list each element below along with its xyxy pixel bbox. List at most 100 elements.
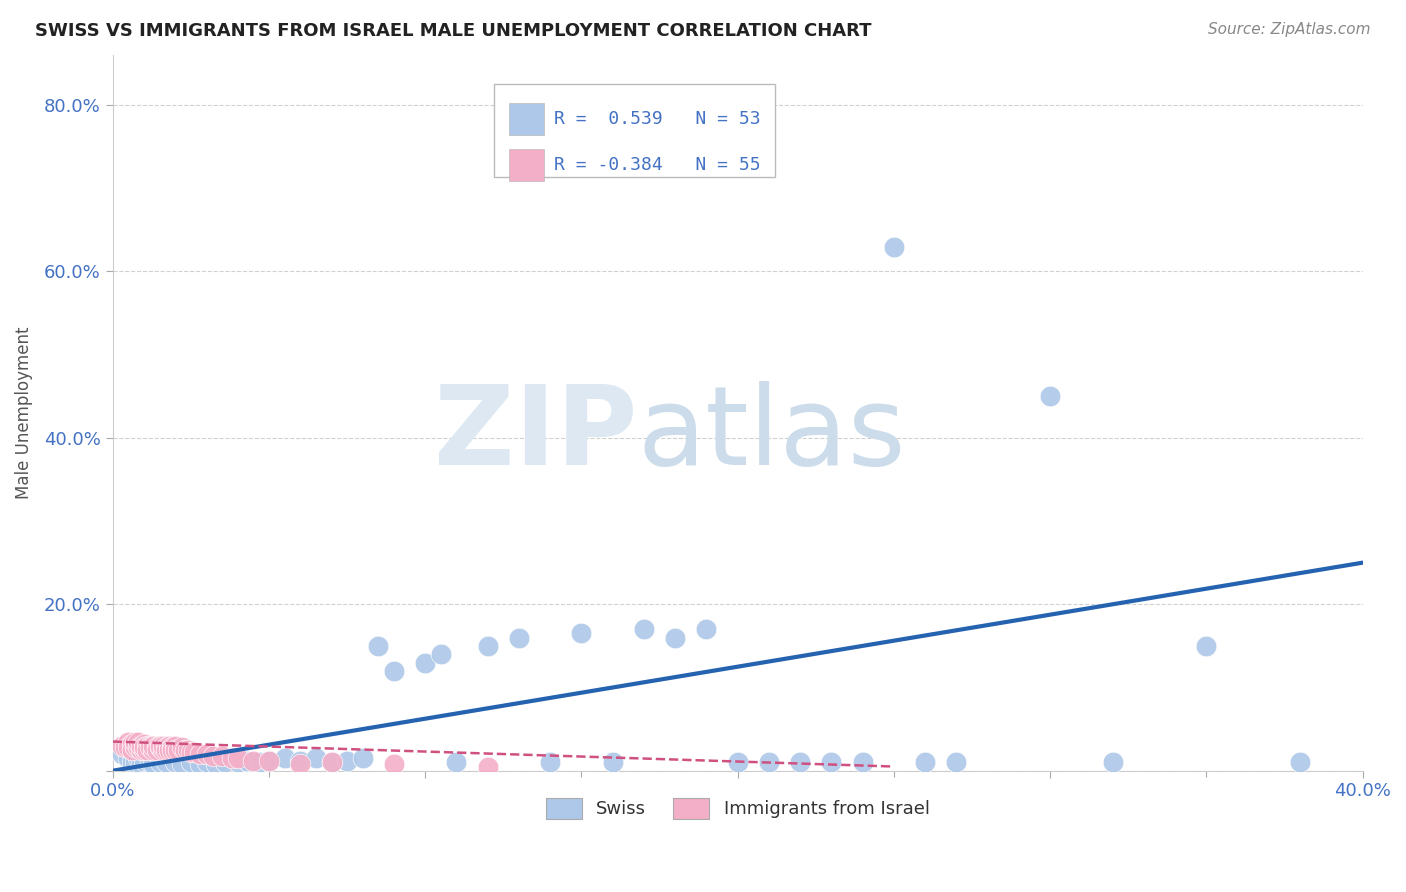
- Bar: [509, 149, 544, 181]
- Text: SWISS VS IMMIGRANTS FROM ISRAEL MALE UNEMPLOYMENT CORRELATION CHART: SWISS VS IMMIGRANTS FROM ISRAEL MALE UNE…: [35, 22, 872, 40]
- Point: [321, 756, 343, 770]
- Point: [132, 754, 155, 768]
- Point: [139, 740, 162, 755]
- Point: [633, 622, 655, 636]
- Point: [188, 757, 211, 772]
- Point: [139, 756, 162, 770]
- Point: [236, 754, 259, 768]
- Point: [121, 737, 143, 751]
- Y-axis label: Male Unemployment: Male Unemployment: [15, 326, 32, 500]
- Point: [114, 740, 136, 755]
- Point: [188, 747, 211, 761]
- Point: [226, 756, 249, 770]
- Point: [173, 743, 195, 757]
- Point: [571, 626, 593, 640]
- Point: [290, 754, 312, 768]
- Point: [1289, 756, 1312, 770]
- Point: [273, 751, 295, 765]
- Point: [165, 743, 187, 757]
- Point: [155, 743, 177, 757]
- Point: [789, 756, 811, 770]
- Text: Source: ZipAtlas.com: Source: ZipAtlas.com: [1208, 22, 1371, 37]
- Point: [446, 756, 468, 770]
- Point: [152, 743, 174, 757]
- Point: [226, 751, 249, 765]
- Point: [695, 622, 717, 636]
- Point: [914, 756, 936, 770]
- Point: [127, 751, 149, 765]
- Point: [242, 754, 264, 768]
- Point: [820, 756, 842, 770]
- Point: [117, 751, 139, 765]
- Point: [124, 734, 146, 748]
- Point: [336, 754, 359, 768]
- Text: atlas: atlas: [638, 381, 907, 488]
- Point: [195, 756, 218, 770]
- Point: [165, 756, 187, 770]
- Point: [111, 747, 134, 761]
- Point: [221, 751, 243, 765]
- Point: [180, 756, 202, 770]
- Point: [157, 739, 180, 753]
- Point: [538, 756, 561, 770]
- Point: [149, 739, 172, 753]
- Point: [117, 740, 139, 755]
- Text: R = -0.384   N = 55: R = -0.384 N = 55: [554, 156, 761, 174]
- Point: [170, 757, 193, 772]
- Point: [170, 740, 193, 755]
- Point: [1101, 756, 1123, 770]
- Point: [477, 759, 499, 773]
- Point: [121, 756, 143, 770]
- Point: [157, 743, 180, 757]
- Point: [111, 739, 134, 753]
- Point: [160, 740, 183, 755]
- Point: [142, 743, 165, 757]
- Point: [413, 656, 436, 670]
- Point: [305, 751, 328, 765]
- Point: [127, 739, 149, 753]
- Point: [290, 757, 312, 772]
- Point: [127, 734, 149, 748]
- Point: [136, 739, 159, 753]
- Point: [145, 740, 167, 755]
- Point: [155, 756, 177, 770]
- Point: [165, 739, 187, 753]
- Point: [167, 743, 190, 757]
- Point: [382, 757, 405, 772]
- Point: [852, 756, 875, 770]
- Point: [367, 639, 389, 653]
- Point: [129, 739, 152, 753]
- Point: [214, 756, 236, 770]
- Bar: [509, 103, 544, 135]
- Text: ZIP: ZIP: [434, 381, 638, 488]
- Point: [477, 639, 499, 653]
- Point: [124, 740, 146, 755]
- Point: [382, 664, 405, 678]
- Point: [129, 757, 152, 772]
- Point: [132, 737, 155, 751]
- Point: [132, 743, 155, 757]
- Point: [142, 739, 165, 753]
- Point: [508, 631, 530, 645]
- Point: [257, 754, 280, 768]
- Point: [727, 756, 749, 770]
- Point: [430, 647, 453, 661]
- FancyBboxPatch shape: [494, 84, 775, 177]
- Point: [152, 739, 174, 753]
- Point: [117, 734, 139, 748]
- Point: [180, 745, 202, 759]
- Point: [1039, 389, 1062, 403]
- Point: [195, 747, 218, 761]
- Point: [127, 740, 149, 755]
- Point: [124, 756, 146, 770]
- Point: [321, 756, 343, 770]
- Point: [177, 743, 200, 757]
- Point: [160, 743, 183, 757]
- Point: [945, 756, 967, 770]
- Point: [249, 756, 271, 770]
- Point: [145, 743, 167, 757]
- Point: [602, 756, 624, 770]
- Point: [142, 757, 165, 772]
- Legend: Swiss, Immigrants from Israel: Swiss, Immigrants from Israel: [538, 791, 936, 826]
- Text: R =  0.539   N = 53: R = 0.539 N = 53: [554, 110, 761, 128]
